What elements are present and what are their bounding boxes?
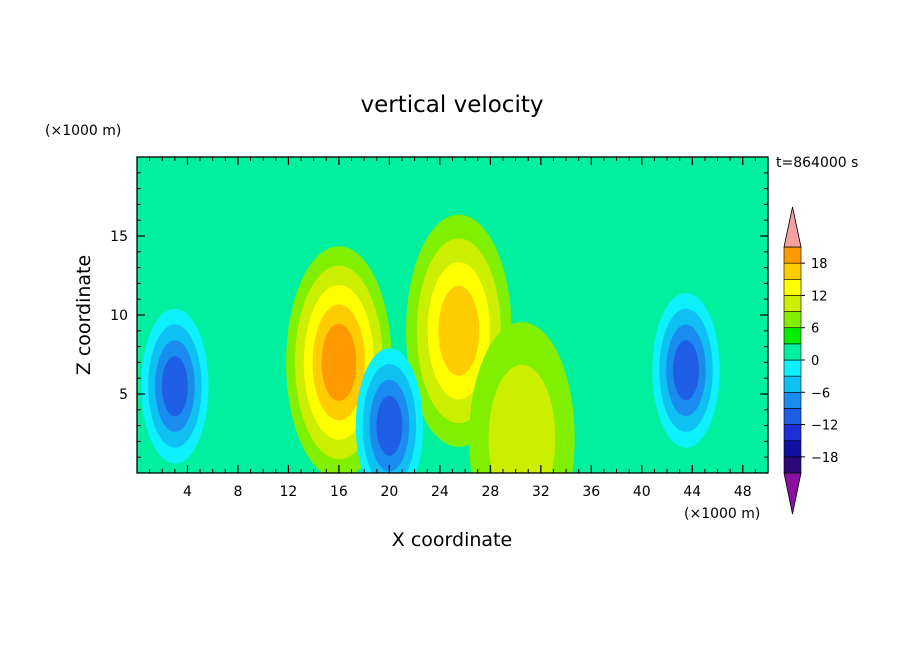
colorbar-swatch (783, 408, 802, 425)
colorbar-swatch (783, 424, 802, 442)
colorbar-swatch (783, 456, 802, 474)
y-axis-label: Z coordinate (73, 255, 95, 375)
colorbar-under-arrow (783, 472, 802, 515)
colorbar-label: 12 (811, 289, 828, 304)
colorbar-swatch (783, 311, 802, 329)
x-tick-label: 28 (481, 484, 499, 500)
x-tick-label: 4 (183, 484, 192, 500)
x-axis-unit: (×1000 m) (684, 506, 760, 522)
contour-band-4-3 (161, 356, 188, 417)
y-tick-label: 5 (119, 387, 128, 403)
colorbar-swatch (783, 278, 802, 296)
colorbar-label: −18 (811, 451, 838, 466)
colorbar: 18 12 6 0 −6 −12 −18 (783, 206, 838, 515)
x-tick-label: 8 (233, 484, 242, 500)
colorbar-swatch (783, 327, 802, 345)
x-tick-label: 40 (633, 484, 651, 500)
colorbar-over-arrow (783, 206, 802, 248)
x-tick-label: 32 (532, 484, 550, 500)
colorbar-label: −12 (811, 419, 838, 434)
colorbar-swatch (783, 391, 802, 409)
time-label: t=864000 s (776, 155, 858, 171)
y-axis-unit: (×1000 m) (45, 123, 121, 139)
contour-band-3-3 (376, 395, 403, 456)
colorbar-swatch (783, 262, 802, 280)
colorbar-swatch (783, 359, 802, 377)
chart-title: vertical velocity (361, 92, 544, 118)
colorbar-label: 0 (811, 354, 819, 369)
contour-band-0-4 (321, 323, 357, 401)
y-tick-label: 15 (110, 229, 128, 245)
contour-band-2-1 (488, 364, 556, 473)
colorbar-label: 6 (811, 322, 819, 337)
x-axis: 4 8 12 16 20 24 28 32 36 40 44 48 (149, 157, 756, 500)
plot-area (137, 157, 768, 473)
colorbar-label: −6 (811, 386, 830, 401)
x-tick-label: 44 (683, 484, 701, 500)
x-axis-label: X coordinate (392, 529, 512, 551)
colorbar-swatch (783, 440, 802, 458)
x-tick-label: 12 (280, 484, 298, 500)
colorbar-swatch (783, 295, 802, 312)
contour-fills (141, 214, 720, 473)
x-tick-label: 48 (734, 484, 752, 500)
colorbar-swatch (783, 246, 802, 264)
x-tick-label: 36 (582, 484, 600, 500)
y-tick-label: 10 (110, 308, 128, 324)
x-tick-label: 20 (380, 484, 398, 500)
contour-band-5-3 (673, 340, 699, 401)
contour-band-1-3 (438, 285, 480, 376)
colorbar-label: 18 (811, 257, 828, 272)
x-tick-label: 24 (431, 484, 449, 500)
colorbar-swatch (783, 343, 802, 361)
colorbar-swatch (783, 375, 802, 393)
x-tick-label: 16 (330, 484, 348, 500)
y-axis: 5 10 15 (110, 172, 768, 458)
